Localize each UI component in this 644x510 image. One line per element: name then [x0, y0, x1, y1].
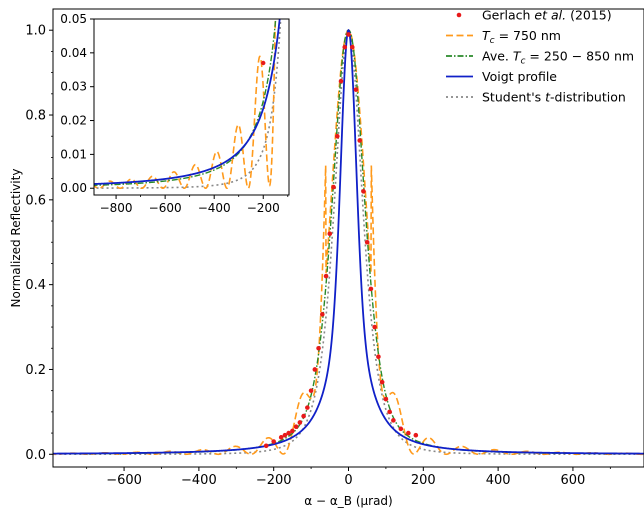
x-tick-label: −200	[256, 473, 292, 488]
voigt-curve	[53, 28, 644, 455]
inset-x-tick-label: −600	[149, 201, 182, 215]
gerlach-point	[286, 430, 291, 436]
gerlach-point	[331, 184, 336, 190]
main-curves	[53, 28, 644, 456]
legend-label: Student's t-distribution	[482, 90, 626, 105]
inset-curves	[94, 19, 282, 190]
y-tick-label: 0.6	[25, 193, 46, 208]
y-tick-label: 0.4	[25, 278, 46, 293]
gerlach-point	[413, 432, 419, 438]
gerlach-point	[379, 379, 385, 385]
gerlach-point	[271, 439, 276, 444]
gerlach-point	[372, 324, 377, 330]
gerlach-point	[334, 133, 340, 139]
x-tick-label: 0	[344, 473, 352, 488]
x-tick-label: −400	[181, 473, 217, 488]
x-tick-label: 200	[411, 473, 436, 488]
y-tick-label: 0.0	[25, 448, 46, 463]
inset-y-tick-label: 0.02	[60, 114, 87, 128]
gerlach-point	[346, 32, 351, 37]
inset-y-tick-label: 0.03	[60, 80, 87, 94]
gerlach-point	[383, 396, 389, 402]
inset-gerlach-point	[261, 60, 266, 66]
gerlach-point	[357, 138, 363, 143]
legend-label: Ave. Tc = 250 − 850 nm	[482, 49, 634, 67]
legend-label: Gerlach et al. (2015)	[482, 8, 612, 23]
gerlach-point	[301, 413, 306, 419]
inset-y-tick-label: 0.04	[60, 46, 87, 60]
gerlach-point	[349, 44, 355, 50]
inset-voigt-curve	[94, 19, 281, 185]
inset-x-tick-label: −800	[100, 201, 133, 215]
gerlach-point	[308, 388, 314, 393]
gerlach-point	[368, 286, 374, 292]
gerlach-point	[338, 78, 344, 84]
x-tick-label: 600	[561, 473, 586, 488]
y-tick-label: 0.8	[25, 109, 46, 124]
y-tick-label: 1.0	[25, 24, 46, 39]
gerlach-point	[278, 435, 284, 440]
inset-axes-frame	[93, 18, 290, 196]
legend-label: Voigt profile	[482, 69, 557, 84]
gerlach-point	[316, 345, 321, 351]
gerlach-point	[320, 312, 325, 317]
gerlach-point	[305, 405, 310, 410]
inset-x-tick-label: −200	[247, 201, 280, 215]
inset-y-tick-label: 0.05	[60, 12, 87, 26]
x-tick-label: −600	[106, 473, 142, 488]
y-axis-label: Normalized Reflectivity	[9, 169, 23, 308]
gerlach-point	[387, 409, 392, 415]
x-axis-label: α − α_B (μrad)	[304, 494, 392, 508]
gerlach-point	[312, 367, 318, 372]
inset-x-tick-label: −400	[198, 201, 231, 215]
legend: Gerlach et al. (2015) Tc = 750 nm Ave. Tc …	[446, 8, 634, 105]
gerlach-point	[282, 432, 288, 438]
gerlach-point	[342, 44, 348, 50]
main-ticks: −600 −400 −200 0 200 400 600 0.0 0.2 0.4 0.6 0.8 1.0	[25, 24, 611, 488]
inset-y-tick-label: 0.00	[60, 181, 87, 195]
inset-plot: −800 −600 −400 −200 0.00 0.01 0.02 0.03 0.04 0.05	[60, 12, 290, 215]
gerlach-point	[293, 424, 299, 430]
gerlach-point	[361, 189, 366, 194]
gerlach-point	[327, 231, 333, 237]
gerlach-point	[323, 273, 329, 279]
gerlach-point	[398, 426, 404, 432]
gerlach-point	[376, 354, 381, 360]
legend-label: Tc = 750 nm	[482, 28, 561, 46]
main-plot-area: −600 −400 −200 0 200 400 600 0.0 0.2 0.4 0.6 0.8 1.0…	[9, 8, 644, 508]
legend-marker	[456, 12, 462, 18]
gerlach-point	[297, 420, 303, 425]
gerlach-point	[290, 428, 295, 434]
inset-ticks: −800 −600 −400 −200 0.00 0.01 0.02 0.03 0.04 0.05	[60, 12, 289, 215]
inset-y-tick-label: 0.01	[60, 147, 87, 161]
inset-background	[94, 19, 289, 195]
gerlach-point	[391, 418, 396, 423]
gerlach-point	[364, 239, 370, 245]
gerlach-point	[353, 87, 359, 92]
gerlach-point	[406, 430, 411, 436]
x-tick-label: 400	[486, 473, 511, 488]
gerlach-point	[263, 443, 269, 449]
y-tick-label: 0.2	[25, 363, 46, 378]
